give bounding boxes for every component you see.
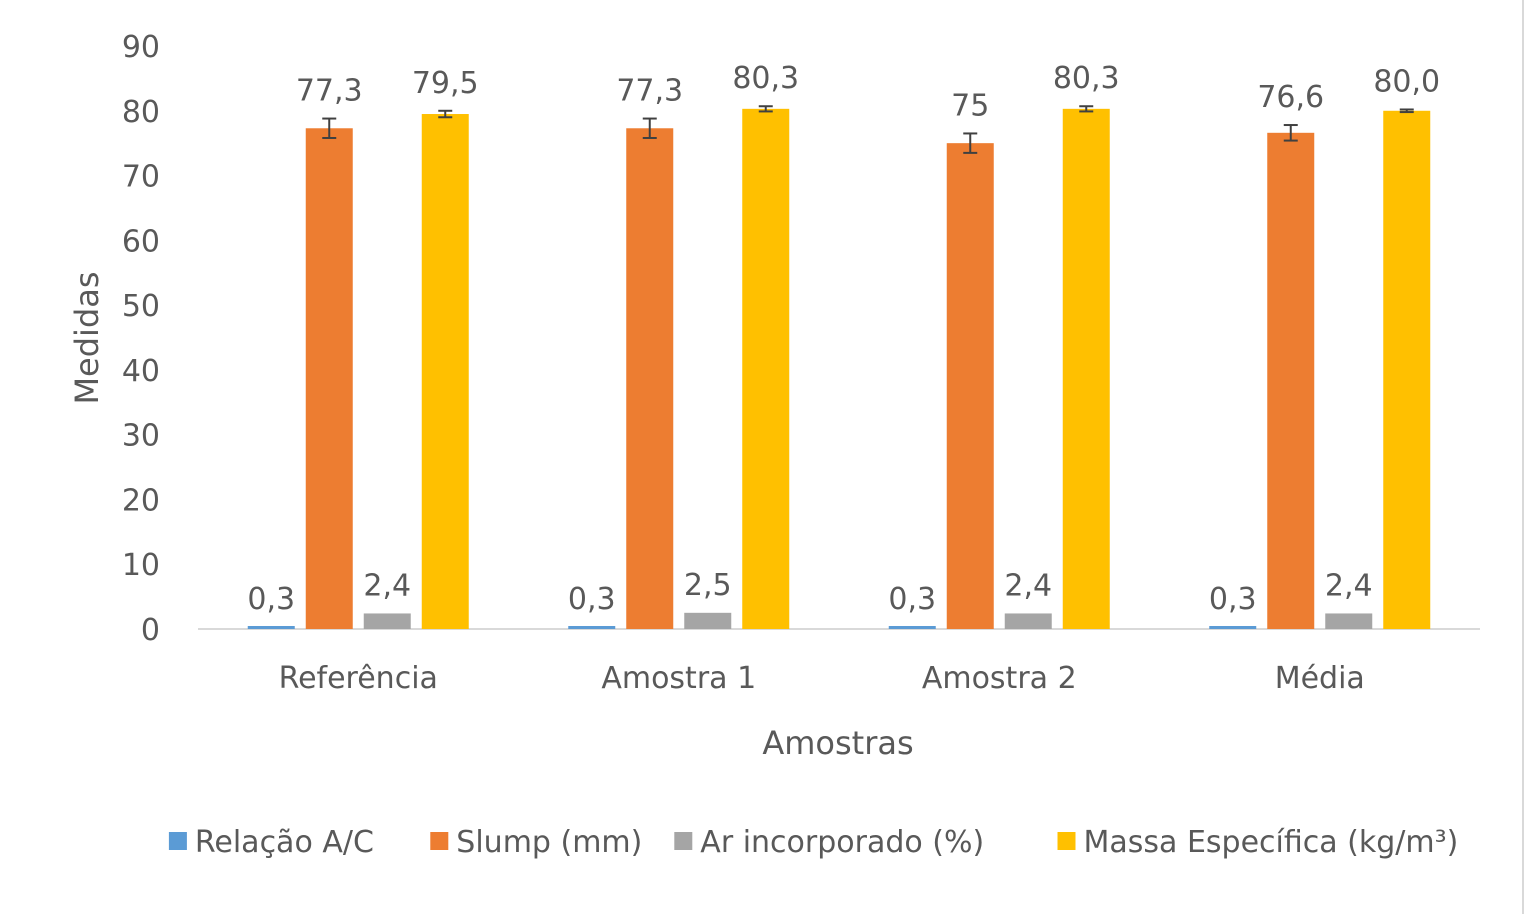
y-tick-label: 60	[122, 224, 160, 259]
legend-item: Massa Específica (kg/m³)	[1058, 825, 1459, 860]
legend-item: Slump (mm)	[430, 825, 642, 860]
legend-label: Massa Específica (kg/m³)	[1084, 825, 1459, 860]
x-tick-label: Amostra 1	[601, 661, 756, 696]
bar	[1383, 111, 1430, 629]
legend-swatch	[430, 832, 448, 850]
y-axis-title: Medidas	[68, 271, 106, 404]
x-axis-ticks: Referência Amostra 1 Amostra 2 Média	[279, 661, 1365, 696]
data-label: 79,5	[412, 66, 479, 101]
y-tick-label: 50	[122, 289, 160, 324]
data-label: 75	[951, 88, 989, 123]
data-label: 0,3	[888, 582, 936, 617]
data-label: 77,3	[616, 74, 683, 109]
bar	[684, 613, 731, 629]
y-tick-label: 30	[122, 419, 160, 454]
y-tick-label: 0	[141, 613, 160, 648]
data-label: 2,4	[363, 568, 411, 603]
y-axis-ticks: 0 10 20 30 40 50 60 70 80 90	[122, 30, 160, 648]
bar	[248, 626, 295, 629]
data-label: 77,3	[296, 74, 363, 109]
data-label: 2,5	[684, 568, 732, 603]
x-tick-label: Amostra 2	[922, 661, 1077, 696]
legend-swatch	[674, 832, 692, 850]
y-tick-label: 20	[122, 483, 160, 518]
bar	[1209, 626, 1256, 629]
bar	[568, 626, 615, 629]
y-tick-label: 80	[122, 95, 160, 130]
bar	[889, 626, 936, 629]
legend-label: Ar incorporado (%)	[700, 825, 984, 860]
legend-label: Relação A/C	[195, 825, 374, 860]
data-label: 0,3	[568, 582, 616, 617]
legend-item: Relação A/C	[169, 825, 374, 860]
data-label: 80,0	[1373, 64, 1440, 99]
bar	[1005, 613, 1052, 629]
data-label: 76,6	[1257, 80, 1324, 115]
data-label: 2,4	[1004, 568, 1052, 603]
data-label: 80,3	[1053, 61, 1120, 96]
bar	[1267, 133, 1314, 629]
bar	[422, 114, 469, 629]
x-axis-title: Amostras	[762, 724, 913, 762]
bar	[1325, 613, 1372, 629]
legend-swatch	[169, 832, 187, 850]
bar	[742, 109, 789, 629]
bar	[626, 128, 673, 629]
legend-item: Ar incorporado (%)	[674, 825, 984, 860]
bar	[1063, 109, 1110, 629]
data-label: 2,4	[1325, 568, 1373, 603]
bar	[947, 143, 994, 629]
data-label: 80,3	[732, 61, 799, 96]
x-tick-label: Referência	[279, 661, 438, 696]
bar	[364, 613, 411, 629]
y-tick-label: 40	[122, 354, 160, 389]
legend-swatch	[1058, 832, 1076, 850]
data-label: 0,3	[247, 582, 295, 617]
bar	[306, 128, 353, 629]
x-tick-label: Média	[1275, 661, 1365, 696]
y-tick-label: 90	[122, 30, 160, 65]
y-tick-label: 10	[122, 548, 160, 583]
error-bars-group	[322, 106, 1414, 153]
y-tick-label: 70	[122, 160, 160, 195]
bars-group	[248, 109, 1431, 629]
legend-label: Slump (mm)	[456, 825, 642, 860]
legend: Relação A/C Slump (mm) Ar incorporado (%) M…	[169, 825, 1458, 860]
data-label: 0,3	[1209, 582, 1257, 617]
